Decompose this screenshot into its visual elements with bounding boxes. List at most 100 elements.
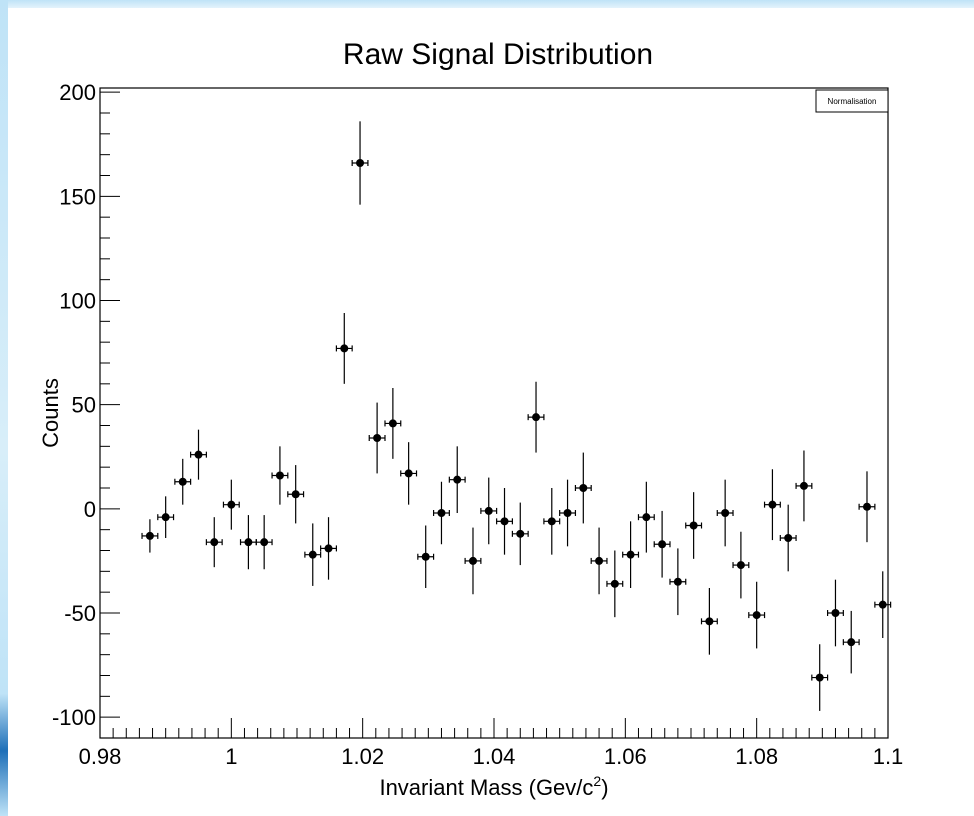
y-tick-label: 50	[72, 393, 96, 418]
chart-canvas	[8, 8, 974, 816]
data-marker	[145, 531, 154, 540]
data-point	[669, 548, 687, 616]
x-tick-label: 1.06	[604, 744, 647, 769]
data-marker	[721, 509, 730, 517]
data-marker	[658, 540, 667, 549]
chart-title: Raw Signal Distribution	[343, 38, 653, 71]
data-marker	[784, 534, 793, 542]
data-marker	[626, 550, 635, 559]
data-point	[606, 550, 624, 618]
data-point	[205, 517, 223, 568]
data-point	[826, 579, 844, 647]
data-marker	[161, 513, 170, 522]
data-marker	[421, 552, 430, 561]
data-point	[874, 571, 892, 638]
y-tick-label: 0	[84, 497, 96, 522]
data-marker	[847, 638, 856, 647]
data-marker	[642, 513, 651, 522]
x-tick-label: 1	[225, 744, 237, 769]
data-point	[174, 458, 192, 505]
data-marker	[705, 617, 714, 626]
data-marker	[484, 506, 493, 515]
data-marker	[516, 529, 525, 538]
x-tick-label: 1.02	[341, 744, 384, 769]
data-marker	[768, 500, 777, 509]
x-tick-label: 1.04	[473, 744, 516, 769]
data-point	[637, 481, 655, 553]
data-point	[157, 496, 175, 538]
data-point	[304, 523, 322, 586]
data-marker	[547, 517, 556, 526]
data-marker	[689, 521, 698, 530]
data-marker	[340, 344, 349, 353]
y-axis-title: Counts	[38, 378, 63, 448]
data-points	[141, 121, 892, 711]
data-point	[527, 381, 545, 453]
x-tick-label: 1.08	[735, 744, 778, 769]
data-marker	[752, 611, 761, 620]
data-point	[779, 504, 797, 572]
data-point	[842, 610, 860, 674]
legend-frame	[815, 89, 889, 113]
data-marker	[453, 475, 462, 484]
data-point	[748, 581, 766, 649]
data-marker	[500, 517, 509, 526]
data-point	[400, 442, 418, 505]
data-point	[417, 525, 435, 588]
x-axis-title: Invariant Mass (Gev/c2)	[379, 773, 608, 800]
data-marker	[178, 477, 187, 486]
x-axis-title-main: Invariant Mass (Gev/c	[379, 775, 593, 800]
data-point	[287, 465, 305, 524]
data-marker	[324, 544, 333, 553]
data-marker	[579, 484, 588, 492]
x-axis-title-superscript: 2	[593, 773, 601, 789]
left-decoration-strip	[0, 0, 8, 816]
data-marker	[260, 538, 269, 547]
plot-area-frame	[99, 87, 889, 739]
data-point	[559, 479, 577, 547]
x-axis: 0.98 1 1.02 1.04 1.06 1.08 1.1	[79, 718, 904, 769]
data-point	[543, 488, 561, 555]
data-point	[141, 519, 159, 553]
data-point	[320, 517, 337, 580]
y-tick-label: 150	[59, 184, 96, 209]
data-marker	[275, 471, 284, 480]
data-point	[716, 479, 734, 547]
data-marker	[468, 556, 477, 565]
data-marker	[532, 413, 541, 422]
y-tick-label: 200	[59, 80, 96, 105]
data-point	[239, 515, 257, 570]
data-marker	[831, 609, 840, 617]
data-marker	[673, 577, 682, 586]
data-marker	[736, 561, 745, 570]
x-tick-label: 0.98	[79, 744, 122, 769]
data-point	[448, 446, 466, 513]
data-marker	[356, 159, 365, 167]
data-point	[464, 527, 482, 595]
data-marker	[388, 419, 397, 428]
data-point	[590, 527, 608, 595]
data-point	[432, 481, 450, 545]
data-marker	[210, 538, 219, 547]
data-marker	[308, 550, 317, 559]
data-marker	[244, 538, 253, 547]
x-tick-label: 1.1	[873, 744, 904, 769]
data-point	[700, 588, 718, 655]
y-tick-label: -50	[64, 601, 96, 626]
data-marker	[878, 600, 887, 609]
data-marker	[291, 490, 300, 499]
data-point	[732, 531, 750, 599]
y-tick-label: -100	[52, 705, 96, 730]
data-point	[622, 521, 640, 588]
data-point	[653, 510, 671, 578]
data-point	[222, 479, 240, 530]
data-point	[685, 492, 703, 559]
x-axis-title-suffix: )	[601, 775, 608, 800]
data-marker	[610, 579, 619, 588]
data-marker	[862, 502, 871, 511]
y-tick-label: 100	[59, 289, 96, 314]
data-point	[255, 515, 273, 570]
data-point	[511, 502, 529, 566]
legend-label: Normalisation	[828, 97, 877, 106]
data-point	[335, 313, 353, 384]
